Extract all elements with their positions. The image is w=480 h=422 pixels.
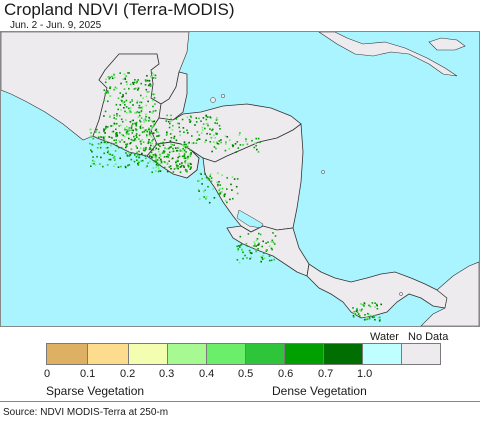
land-cuba xyxy=(318,32,458,77)
legend-tick-0: 0 xyxy=(44,368,51,380)
vegetation-layer xyxy=(89,72,382,322)
land-nicaragua xyxy=(202,123,304,233)
map-title: Cropland NDVI (Terra-MODIS) xyxy=(4,0,235,19)
legend-tick-5: 0.5 xyxy=(238,368,254,380)
legend-swatch-4 xyxy=(206,343,246,365)
legend-bar xyxy=(46,343,441,365)
legend-tick-7: 0.7 xyxy=(318,368,334,380)
land-costa-rica xyxy=(226,225,310,277)
legend-tick-3: 0.3 xyxy=(159,368,175,380)
legend-nodata-label: No Data xyxy=(408,331,449,343)
land-panama xyxy=(306,263,448,319)
legend-tick-8: 1.0 xyxy=(357,368,373,380)
island-pearl xyxy=(399,292,403,296)
map-canvas xyxy=(1,32,479,326)
map-panel xyxy=(0,31,480,327)
legend-swatch-nodata xyxy=(401,343,441,365)
island-bay xyxy=(210,97,216,103)
sparse-vegetation-label: Sparse Vegetation xyxy=(46,384,145,398)
date-range: Jun. 2 - Jun. 9, 2025 xyxy=(10,20,102,31)
source-footer: Source: NDVI MODIS-Terra at 250-m xyxy=(0,401,480,422)
legend-tick-2: 0.2 xyxy=(120,368,136,380)
legend-swatch-2 xyxy=(128,343,168,365)
legend-swatch-7 xyxy=(323,343,363,365)
island-bay-2 xyxy=(220,93,226,99)
legend-swatch-3 xyxy=(167,343,207,365)
legend-tick-1: 0.1 xyxy=(80,368,96,380)
legend-swatch-water xyxy=(362,343,402,365)
legend-swatch-0 xyxy=(46,343,88,365)
land-jamaica xyxy=(428,37,466,51)
legend-swatch-6 xyxy=(284,343,324,365)
land-colombia xyxy=(420,261,479,326)
legend-swatch-5 xyxy=(245,343,285,365)
legend-tick-6: 0.6 xyxy=(278,368,294,380)
dense-vegetation-label: Dense Vegetation xyxy=(272,384,367,398)
island-corn xyxy=(321,170,325,174)
legend-water-label: Water xyxy=(370,331,399,343)
legend-swatch-1 xyxy=(87,343,129,365)
legend-tick-4: 0.4 xyxy=(199,368,215,380)
